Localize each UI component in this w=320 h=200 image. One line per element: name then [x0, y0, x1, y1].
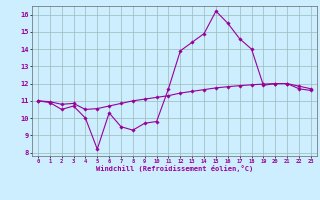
X-axis label: Windchill (Refroidissement éolien,°C): Windchill (Refroidissement éolien,°C) — [96, 165, 253, 172]
